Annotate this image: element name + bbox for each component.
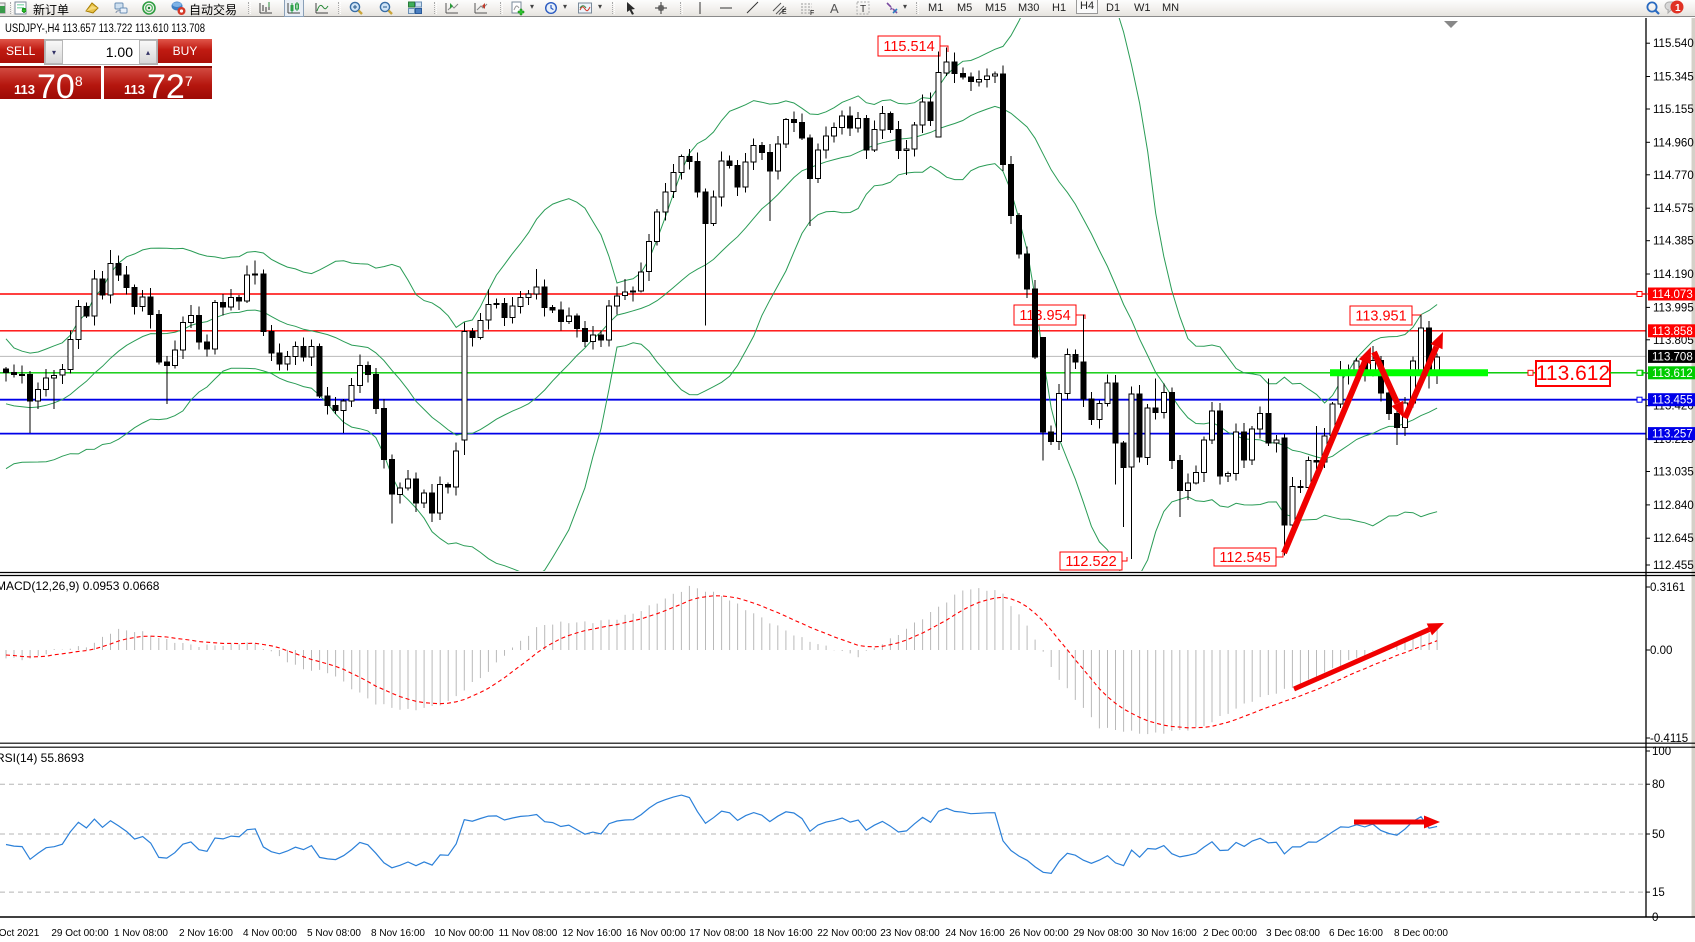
svg-text:113.951: 113.951 [1355, 309, 1406, 325]
svg-text:1: 1 [1675, 3, 1681, 14]
svg-text:113.995: 113.995 [1653, 302, 1694, 314]
svg-text:23 Nov 08:00: 23 Nov 08:00 [880, 928, 940, 939]
svg-text:15: 15 [1652, 887, 1665, 899]
svg-text:RSI(14) 55.8693: RSI(14) 55.8693 [0, 751, 84, 765]
svg-text:0: 0 [1652, 912, 1658, 924]
svg-text:30 Nov 16:00: 30 Nov 16:00 [1137, 928, 1197, 939]
svg-text:Oct 2021: Oct 2021 [0, 928, 40, 939]
svg-text:113.805: 113.805 [1653, 335, 1694, 347]
svg-text:F: F [810, 10, 814, 16]
svg-text:114.385: 114.385 [1653, 236, 1694, 248]
svg-text:E: E [782, 9, 787, 16]
svg-text:0.3161: 0.3161 [1650, 582, 1685, 594]
svg-text:115.345: 115.345 [1653, 72, 1694, 84]
svg-text:-0.4115: -0.4115 [1650, 733, 1688, 745]
svg-text:26 Nov 00:00: 26 Nov 00:00 [1009, 928, 1069, 939]
svg-text:8 Dec 00:00: 8 Dec 00:00 [1394, 928, 1448, 939]
svg-text:6 Dec 16:00: 6 Dec 16:00 [1329, 928, 1383, 939]
svg-text:100: 100 [1652, 746, 1671, 758]
svg-text:113.612: 113.612 [1652, 368, 1693, 380]
svg-text:22 Nov 00:00: 22 Nov 00:00 [817, 928, 877, 939]
svg-text:USDJPY-,H4 113.657 113.722 11: USDJPY-,H4 113.657 113.722 113.610 113.7… [5, 23, 205, 35]
svg-text:18 Nov 16:00: 18 Nov 16:00 [753, 928, 813, 939]
svg-text:29 Nov 08:00: 29 Nov 08:00 [1073, 928, 1133, 939]
svg-text:50: 50 [1652, 829, 1665, 841]
svg-text:114.073: 114.073 [1652, 289, 1693, 301]
svg-text:112.840: 112.840 [1653, 500, 1694, 512]
svg-text:113.455: 113.455 [1652, 395, 1693, 407]
svg-text:115.540: 115.540 [1653, 38, 1694, 50]
svg-text:16 Nov 00:00: 16 Nov 00:00 [626, 928, 686, 939]
svg-text:24 Nov 16:00: 24 Nov 16:00 [945, 928, 1005, 939]
svg-text:2 Nov 16:00: 2 Nov 16:00 [179, 928, 233, 939]
svg-text:115.155: 115.155 [1653, 104, 1694, 116]
svg-text:113.612: 113.612 [1536, 362, 1610, 385]
svg-text:17 Nov 08:00: 17 Nov 08:00 [689, 928, 749, 939]
svg-text:113.708: 113.708 [1652, 351, 1693, 363]
svg-text:MACD(12,26,9) 0.0953 0.0668: MACD(12,26,9) 0.0953 0.0668 [0, 579, 160, 593]
svg-text:5 Nov 08:00: 5 Nov 08:00 [307, 928, 361, 939]
svg-text:114.190: 114.190 [1653, 269, 1694, 281]
svg-text:114.770: 114.770 [1653, 170, 1694, 182]
svg-text:112.545: 112.545 [1219, 550, 1270, 566]
svg-text:113.035: 113.035 [1653, 467, 1694, 479]
svg-text:112.522: 112.522 [1065, 554, 1116, 570]
svg-text:112.455: 112.455 [1653, 560, 1694, 572]
svg-text:12 Nov 16:00: 12 Nov 16:00 [562, 928, 622, 939]
svg-text:4 Nov 00:00: 4 Nov 00:00 [243, 928, 297, 939]
svg-text:8 Nov 16:00: 8 Nov 16:00 [371, 928, 425, 939]
svg-text:113.954: 113.954 [1019, 308, 1070, 324]
svg-text:3 Dec 08:00: 3 Dec 08:00 [1266, 928, 1320, 939]
svg-text:T: T [860, 4, 866, 15]
svg-text:80: 80 [1652, 779, 1665, 791]
svg-text:113.257: 113.257 [1652, 429, 1693, 441]
svg-text:10 Nov 00:00: 10 Nov 00:00 [434, 928, 494, 939]
svg-text:2 Dec 00:00: 2 Dec 00:00 [1203, 928, 1257, 939]
svg-text:114.960: 114.960 [1653, 137, 1694, 149]
svg-text:113.858: 113.858 [1652, 326, 1693, 338]
svg-text:114.575: 114.575 [1653, 203, 1694, 215]
svg-text:11 Nov 08:00: 11 Nov 08:00 [499, 928, 558, 939]
svg-text:1 Nov 08:00: 1 Nov 08:00 [114, 928, 168, 939]
svg-text:0.00: 0.00 [1650, 645, 1672, 657]
svg-text:115.514: 115.514 [883, 39, 934, 55]
svg-text:29 Oct 00:00: 29 Oct 00:00 [51, 928, 109, 939]
svg-text:112.645: 112.645 [1653, 533, 1694, 545]
